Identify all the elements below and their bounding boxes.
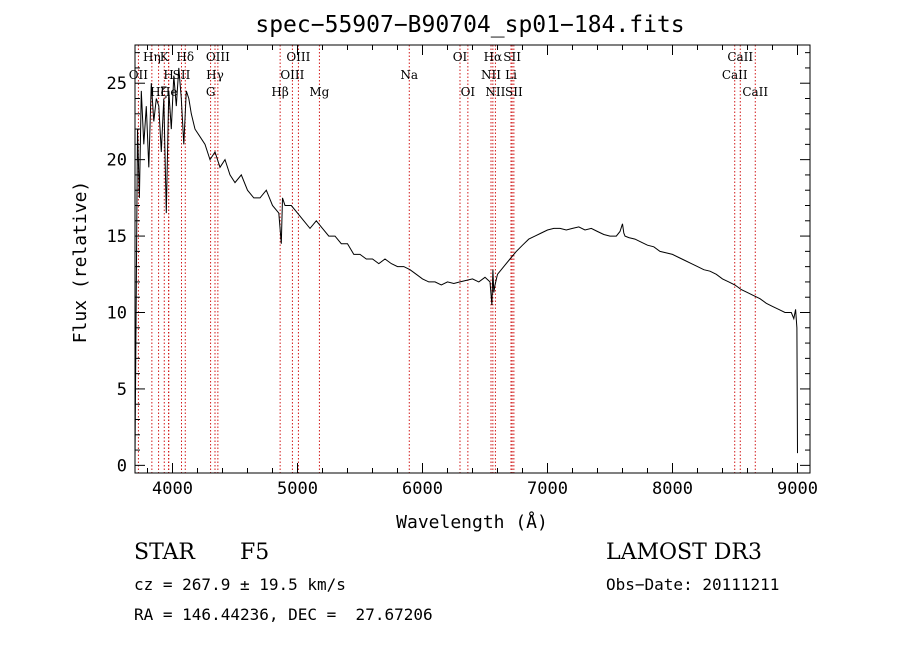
spectrum-series (134, 67, 798, 458)
x-tick-label: 5000 (277, 479, 318, 499)
line-label: SII (503, 50, 521, 64)
y-tick-label: 25 (107, 74, 127, 94)
line-label: H (163, 68, 173, 82)
line-label: CaII (727, 50, 753, 64)
y-tick-label: 10 (107, 304, 127, 324)
redshift-text: cz = 267.9 ± 19.5 km/s (134, 575, 346, 594)
line-label: OI (461, 85, 476, 99)
spectrum-plot: spec−55907−B90704_sp01−184.fits 4000 5000… (70, 12, 818, 533)
line-label: Hδ (176, 50, 194, 64)
line-label: Hγ (206, 68, 224, 82)
line-label: Li (505, 68, 517, 82)
x-tick-label: 7000 (527, 479, 568, 499)
line-label: G (206, 85, 216, 99)
line-label: Hβ (271, 85, 288, 99)
x-tick-label: 8000 (652, 479, 693, 499)
y-axis-label: Flux (relative) (70, 181, 91, 344)
line-label: SII (505, 85, 523, 99)
line-label: NII (485, 85, 505, 99)
line-label: Hα (484, 50, 503, 64)
line-label: Mg (309, 85, 329, 99)
obs-date-text: Obs−Date: 20111211 (606, 575, 780, 594)
y-tick-labels: 0 5 10 15 20 25 (107, 74, 127, 476)
line-label: OIII (280, 68, 304, 82)
plot-frame (134, 44, 811, 474)
line-label: Hζ (150, 85, 167, 99)
survey-name: LAMOST DR3 (606, 540, 762, 565)
line-label: Na (400, 68, 418, 82)
line-label: OIII (286, 50, 310, 64)
x-tick-label: 4000 (152, 479, 193, 499)
spectral-subclass: F5 (240, 540, 270, 565)
y-tick-label: 5 (117, 380, 127, 400)
line-label: Hη (143, 50, 161, 64)
line-label: CaII (742, 85, 768, 99)
line-label: OIII (206, 50, 230, 64)
x-tick-labels: 4000 5000 6000 7000 8000 9000 (152, 479, 818, 499)
coordinates-text: RA = 146.44236, DEC = 27.67206 (134, 605, 433, 624)
y-tick-label: 15 (107, 227, 127, 247)
line-label: K (160, 50, 170, 64)
x-axis-label: Wavelength (Å) (396, 511, 548, 533)
y-tick-label: 0 (117, 456, 127, 476)
emission-line-markers (137, 45, 756, 473)
line-label: OII (129, 68, 149, 82)
x-tick-label: 6000 (402, 479, 443, 499)
chart-title: spec−55907−B90704_sp01−184.fits (255, 12, 684, 38)
object-class: STAR (134, 540, 195, 565)
spectrum-line (134, 67, 798, 458)
line-label: NII (481, 68, 501, 82)
line-label: He (160, 85, 178, 99)
line-label: SII (173, 68, 191, 82)
line-label: CaII (722, 68, 748, 82)
x-tick-label: 9000 (777, 479, 818, 499)
y-tick-label: 20 (107, 151, 127, 171)
axis-ticks (135, 45, 810, 473)
line-label: OI (453, 50, 468, 64)
